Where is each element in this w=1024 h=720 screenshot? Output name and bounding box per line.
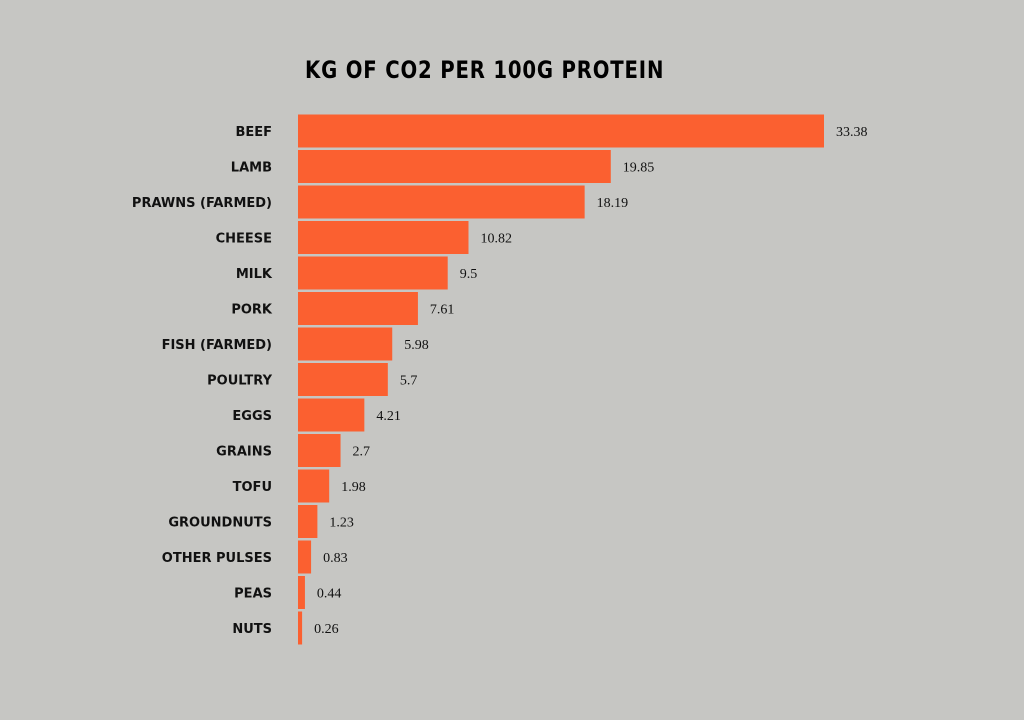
bar-groundnuts	[298, 505, 318, 538]
bar-eggs	[298, 398, 365, 432]
bar-other-pulses	[298, 540, 312, 574]
value-label-eggs: 4.21	[376, 409, 401, 424]
category-label-pork: PORK	[231, 303, 273, 318]
bar-cheese	[298, 221, 469, 254]
bar-grains	[298, 434, 341, 467]
bar-milk	[298, 256, 448, 290]
category-label-tofu: TOFU	[233, 480, 272, 495]
category-label-poultry: POULTRY	[207, 374, 272, 389]
category-label-cheese: CHEESE	[216, 232, 272, 247]
category-label-other-pulses: OTHER PULSES	[162, 551, 272, 566]
bar-tofu	[298, 469, 330, 503]
chart-title: KG OF CO2 PER 100G PROTEIN	[305, 56, 665, 84]
value-label-beef: 33.38	[836, 125, 868, 140]
category-label-groundnuts: GROUNDNUTS	[168, 516, 272, 531]
value-label-groundnuts: 1.23	[329, 516, 354, 531]
category-label-peas: PEAS	[234, 587, 272, 602]
category-label-lamb: LAMB	[231, 161, 272, 176]
bar-poultry	[298, 363, 388, 396]
bar-lamb	[298, 150, 611, 183]
value-label-cheese: 10.82	[481, 232, 512, 247]
category-label-eggs: EGGS	[232, 409, 272, 424]
value-label-milk: 9.5	[460, 267, 478, 282]
bar-peas	[298, 576, 305, 609]
value-label-lamb: 19.85	[623, 161, 655, 176]
value-label-nuts: 0.26	[314, 622, 339, 637]
value-label-other-pulses: 0.83	[323, 551, 348, 566]
value-label-peas: 0.44	[317, 587, 342, 602]
bar-pork	[298, 292, 418, 325]
value-label-prawns-farmed: 18.19	[597, 196, 629, 211]
bar-prawns-farmed	[298, 185, 585, 219]
category-label-grains: GRAINS	[216, 445, 272, 460]
value-label-grains: 2.7	[353, 445, 371, 460]
category-label-nuts: NUTS	[232, 622, 272, 637]
bar-nuts	[298, 611, 303, 645]
bar-fish-farmed	[298, 327, 393, 361]
category-label-beef: BEEF	[235, 125, 272, 140]
category-label-milk: MILK	[236, 267, 273, 282]
category-label-fish-farmed: FISH (FARMED)	[162, 338, 272, 353]
bar-beef	[298, 114, 824, 148]
value-label-fish-farmed: 5.98	[404, 338, 429, 353]
value-label-pork: 7.61	[430, 303, 455, 318]
value-label-poultry: 5.7	[400, 374, 418, 389]
value-label-tofu: 1.98	[341, 480, 366, 495]
category-label-prawns-farmed: PRAWNS (FARMED)	[132, 196, 272, 211]
